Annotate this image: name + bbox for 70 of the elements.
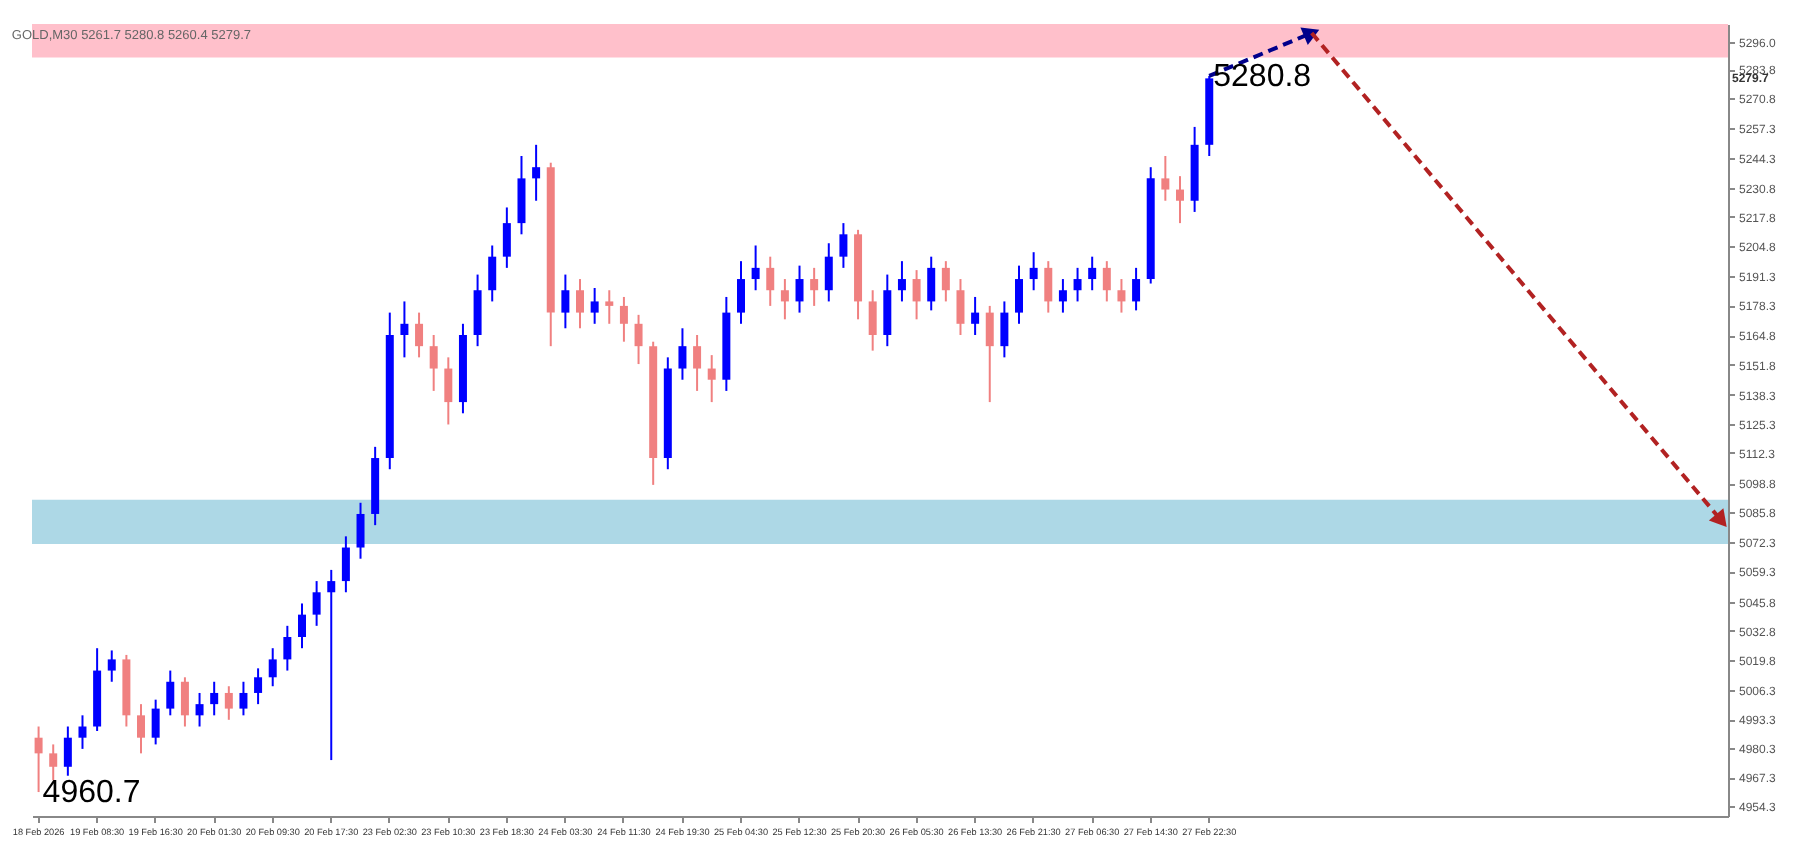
candlestick [268, 647, 277, 688]
candlestick [356, 501, 365, 560]
candlestick [912, 269, 921, 321]
candlestick [751, 244, 760, 292]
candlestick [1044, 260, 1053, 314]
candlestick [488, 244, 497, 303]
candlestick [1029, 251, 1038, 292]
candlestick [1117, 278, 1126, 314]
annotation: 4960.7 [42, 776, 141, 811]
candlestick [985, 304, 994, 404]
candlestick [897, 260, 906, 303]
candlestick [590, 287, 599, 325]
candlestick [195, 691, 204, 728]
candlestick [971, 295, 980, 336]
candlestick [619, 295, 628, 343]
candlestick [224, 685, 233, 721]
candlestick [532, 143, 541, 202]
candlestick [415, 311, 424, 359]
candlestick [107, 649, 116, 683]
candlestick [1088, 255, 1097, 292]
candlestick [678, 327, 687, 381]
candlestick [707, 354, 716, 404]
candlestick [34, 725, 43, 794]
candlestick [254, 667, 263, 706]
candlestick [283, 624, 292, 672]
candlestick [78, 714, 87, 750]
candlestick [517, 155, 526, 236]
candlestick [473, 273, 482, 348]
candlestick [1000, 300, 1009, 359]
candlestick [766, 255, 775, 307]
candlestick [795, 264, 804, 314]
candlestick [429, 333, 438, 392]
candlestick [210, 680, 219, 717]
candlestick [576, 278, 585, 330]
candlestick [1073, 266, 1082, 303]
candlestick [561, 273, 570, 330]
candlestick [341, 535, 350, 594]
candlestick [868, 289, 877, 352]
candlestick [239, 680, 248, 717]
candlestick [810, 266, 819, 307]
candlestick [634, 313, 643, 366]
candlestick [1132, 266, 1141, 312]
candlestick [137, 703, 146, 755]
candlestick [327, 568, 336, 762]
candlestick [166, 669, 175, 717]
candlestick [1015, 264, 1024, 325]
candlestick [400, 300, 409, 359]
candlestick [883, 273, 892, 348]
candlestick [927, 255, 936, 312]
candlestick [1161, 155, 1170, 202]
candlestick [824, 242, 833, 303]
candlestick [1102, 260, 1111, 303]
candlestick [780, 278, 789, 321]
candlestick [956, 278, 965, 336]
candlestick [941, 260, 950, 303]
candlestick [693, 333, 702, 392]
annotation: 5280.8 [1213, 59, 1312, 94]
candlestick [605, 289, 614, 325]
candlestick [736, 260, 745, 325]
candlestick [297, 602, 306, 650]
candlestick [151, 698, 160, 746]
candlestick [180, 676, 189, 728]
candlestick [49, 743, 58, 782]
candlestick [444, 356, 453, 426]
candlestick [63, 725, 72, 777]
candlestick [1175, 175, 1184, 225]
candlestick [839, 222, 848, 269]
candlestick [502, 206, 511, 269]
candlestick [312, 580, 321, 627]
candlestick [1058, 278, 1067, 314]
